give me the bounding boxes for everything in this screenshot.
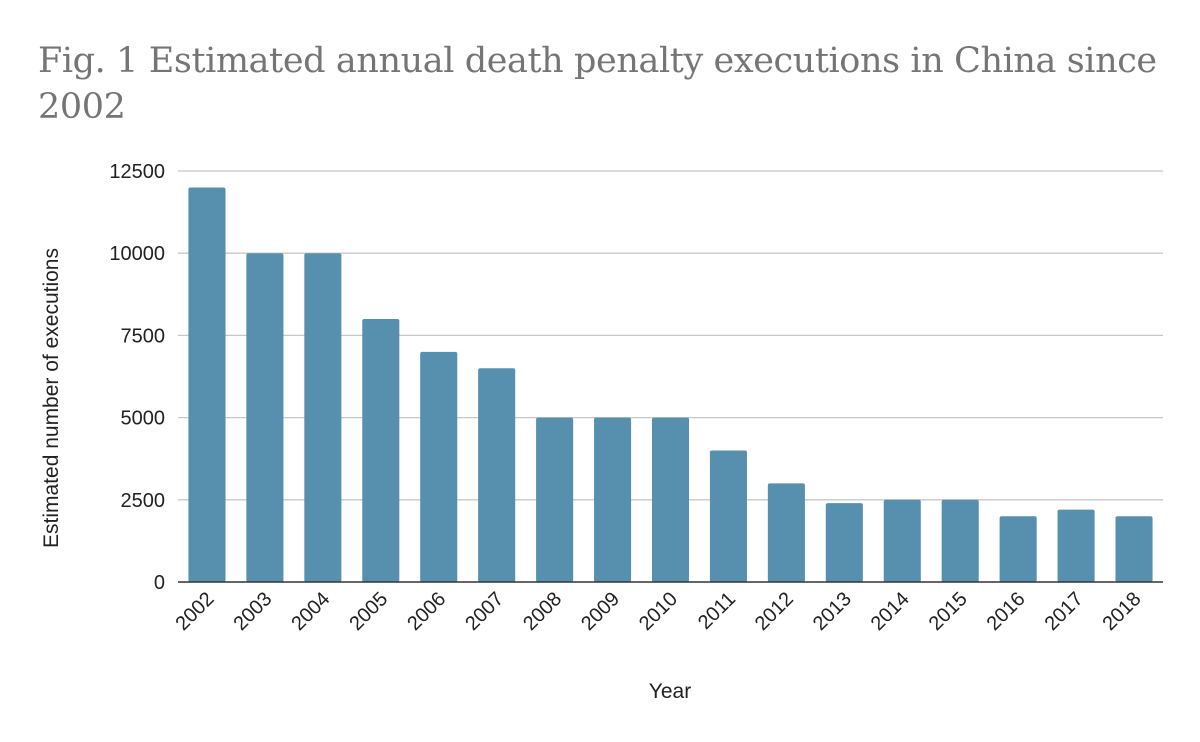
bar-2010 <box>651 417 690 582</box>
bar-2006 <box>420 351 458 582</box>
x-tick-label: 2011 <box>694 588 740 634</box>
bar-2018 <box>1115 516 1153 582</box>
bar-2011 <box>709 450 747 582</box>
y-tick-label: 10000 <box>109 243 165 265</box>
y-tick-label: 5000 <box>121 408 166 430</box>
bar-2008 <box>536 417 574 582</box>
bars <box>188 187 1153 582</box>
x-tick-label: 2005 <box>345 588 392 635</box>
bar-2003 <box>246 253 284 582</box>
x-tick-label: 2008 <box>519 588 566 635</box>
bar-2012 <box>767 483 805 582</box>
x-tick-label: 2014 <box>867 588 914 635</box>
y-tick-label: 0 <box>154 572 165 594</box>
bar-2004 <box>304 253 342 582</box>
bar-2017 <box>1057 509 1095 582</box>
x-tick-label: 2009 <box>577 588 624 635</box>
x-axis-title: Year <box>649 680 691 703</box>
y-axis-tick-labels: 0 2500 5000 7500 10000 12500 <box>109 161 165 594</box>
x-axis-tick-labels: 2002 2003 2004 2005 2006 2007 2008 2009 2010 2011… <box>171 588 1145 635</box>
x-tick-label: 2003 <box>229 588 276 635</box>
x-tick-label: 2015 <box>925 588 972 635</box>
bar-2016 <box>999 516 1037 582</box>
y-tick-label: 7500 <box>121 325 166 347</box>
x-tick-label: 2012 <box>751 588 798 635</box>
bar-2013 <box>825 503 863 582</box>
y-tick-label: 2500 <box>121 490 166 512</box>
y-axis-title: Estimated number of executions <box>40 248 63 548</box>
chart-title: Fig. 1 Estimated annual death penalty ex… <box>38 41 1157 127</box>
bar-2002 <box>188 187 226 582</box>
x-tick-label: 2017 <box>1041 588 1088 635</box>
x-tick-label: 2010 <box>635 588 682 635</box>
bar-2005 <box>362 318 400 582</box>
bar-2014 <box>883 499 921 582</box>
x-tick-label: 2002 <box>171 588 218 635</box>
x-tick-label: 2004 <box>287 588 334 635</box>
x-tick-label: 2007 <box>461 588 508 635</box>
x-tick-label: 2018 <box>1099 588 1146 635</box>
x-tick-label: 2016 <box>983 588 1030 635</box>
bar-2007 <box>478 368 516 582</box>
x-tick-label: 2006 <box>403 588 450 635</box>
y-tick-label: 12500 <box>109 161 165 183</box>
x-tick-label: 2013 <box>809 588 856 635</box>
bar-2015 <box>941 499 979 582</box>
bar-2009 <box>594 417 632 582</box>
